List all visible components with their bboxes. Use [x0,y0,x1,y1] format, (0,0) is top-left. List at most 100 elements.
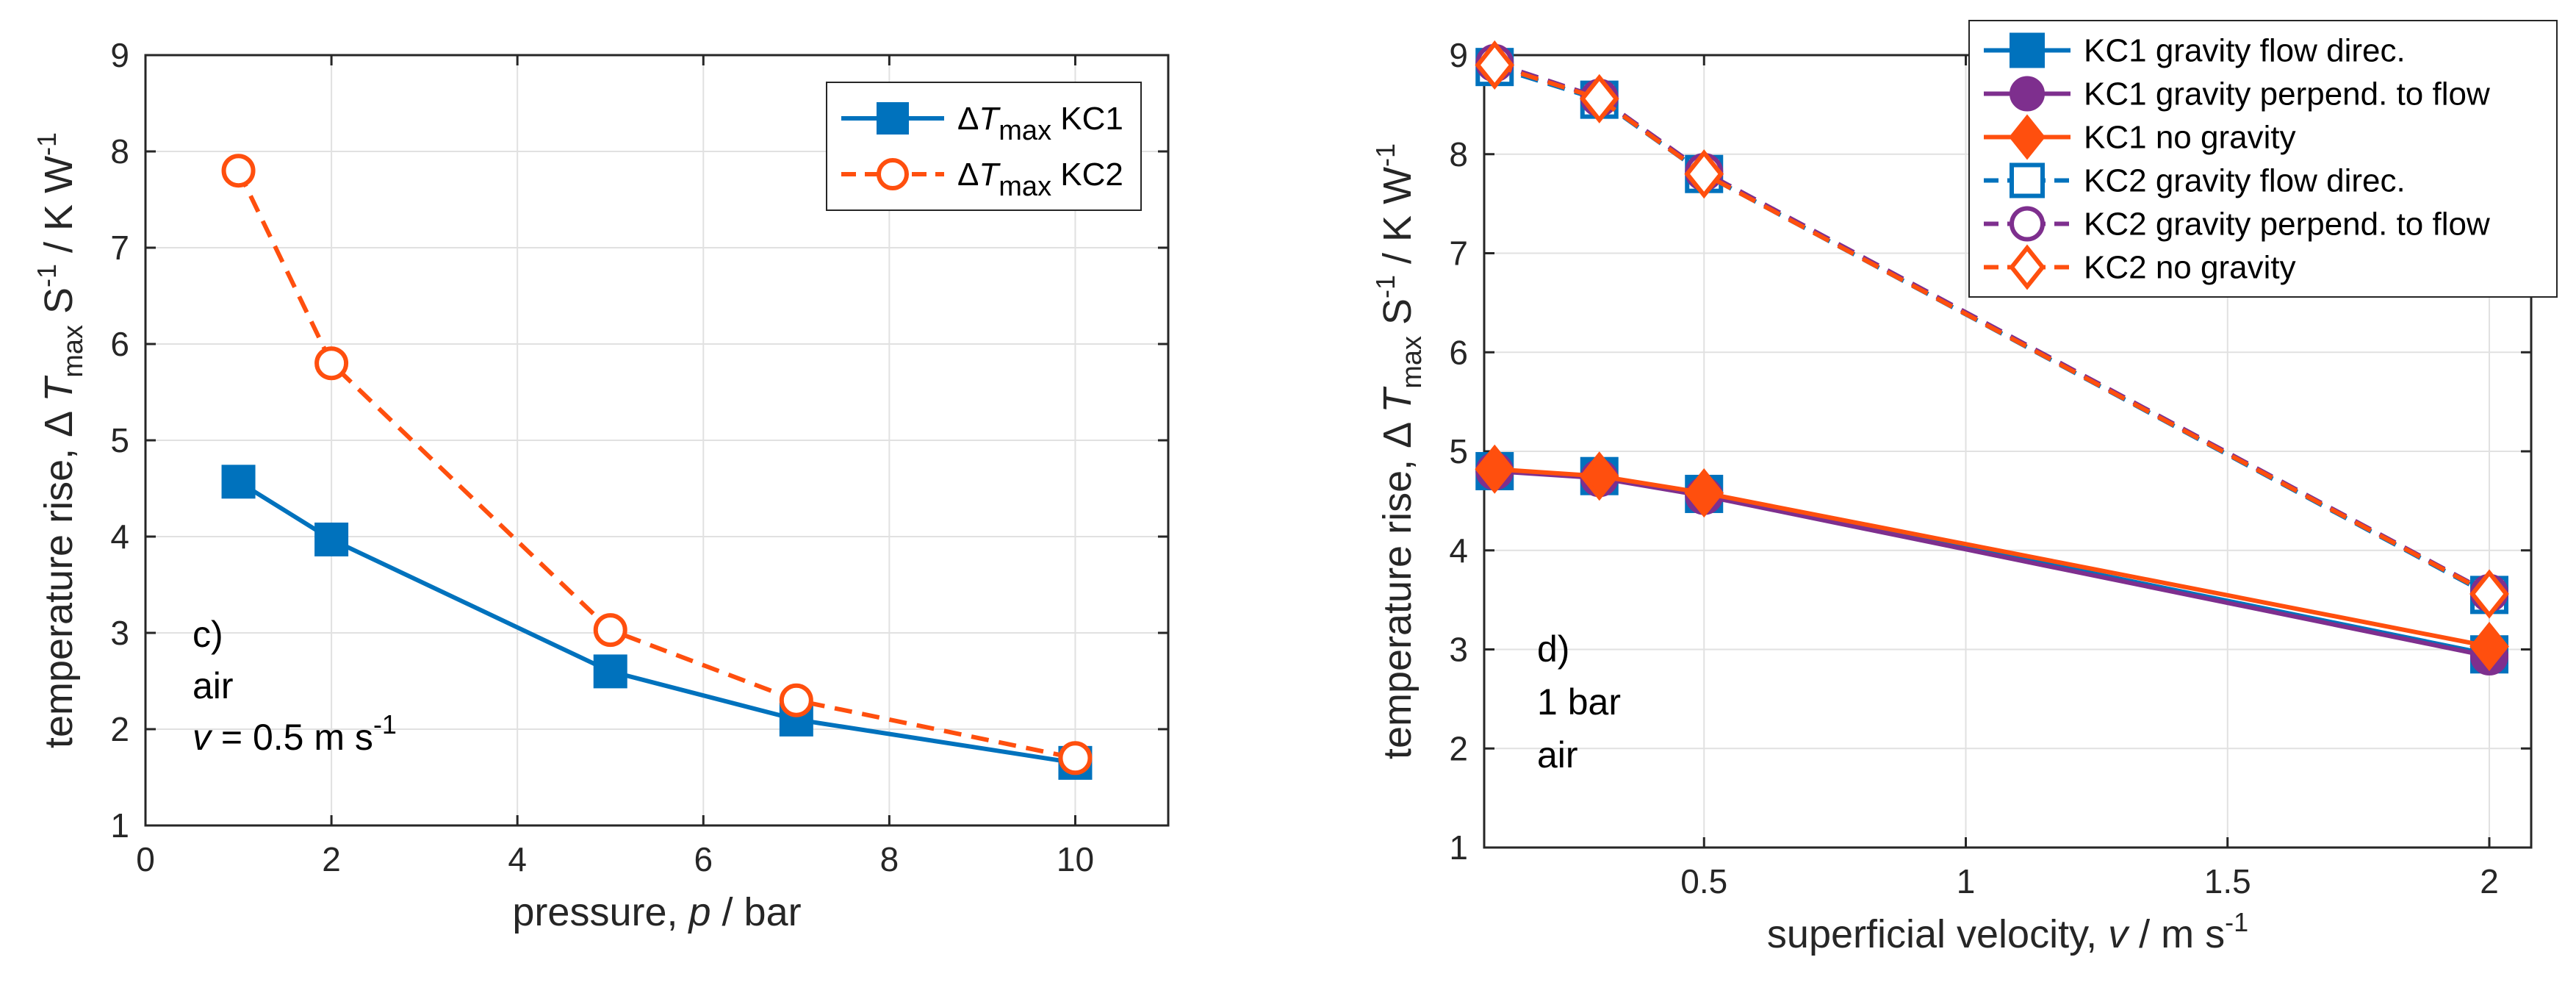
x-tick-label: 6 [694,840,713,878]
legend-label-sub: max [999,115,1051,146]
x-axis-label: pressure, p / bar [512,890,801,934]
legend-label: ΔTmax KC1 [957,101,1123,146]
x-axis-label-sup: -1 [2225,907,2248,937]
data-point [221,465,256,499]
y-tick-label: 3 [1449,631,1468,669]
data-point [1579,74,1619,123]
x-axis-label-text: superficial velocity, [1767,912,2108,956]
legend-marker [2010,206,2045,242]
x-tick-label: 2 [2480,862,2499,900]
data-point [593,654,627,689]
data-point [593,613,627,648]
panel-annotation: air [193,665,234,706]
legend-marker [877,102,909,135]
y-tick-label: 2 [110,710,129,748]
y-tick-label: 4 [1449,531,1468,570]
y-tick-label: 8 [110,132,129,171]
y-axis-label: temperature rise, Δ Tmax S-1 / K W-1 [1370,143,1428,759]
panel-annotation: air [1537,734,1578,775]
x-tick-label: 0.5 [1680,862,1727,900]
y-axis-label-var: T [37,375,81,402]
chart-panel-d: 0.5 1 1.5 2 1 2 3 4 5 6 7 8 9 superficial velocity, v… [1370,20,2558,956]
x-tick-label: 0 [136,840,155,878]
y-axis-label-sup: -1 [32,264,62,287]
legend-label-prefix: Δ [957,101,979,137]
legend-label-var: T [979,101,1001,137]
data-point [314,346,349,381]
data-point [1475,40,1515,90]
x-axis-label: superficial velocity, v / m s-1 [1767,907,2248,956]
data-point [1058,741,1093,775]
y-tick-label: 6 [110,325,129,363]
y-axis-label-text: temperature rise, Δ [1375,413,1420,759]
y-axis-label-sub: max [58,325,89,378]
panel-annotation: c) [193,614,223,655]
y-tick-label: 9 [110,36,129,74]
y-tick-label: 5 [110,421,129,459]
y-tick-label: 1 [1449,828,1468,867]
series-line [1494,467,2490,649]
legend-label: KC1 gravity flow direc. [2084,33,2406,69]
legend-box [1968,20,2558,298]
y-tick-label: 7 [110,229,129,267]
y-tick-label: 8 [1449,135,1468,173]
y-axis-label-text: temperature rise, Δ [37,402,81,748]
legend-label: ΔTmax KC2 [957,157,1123,202]
legend-label: KC2 gravity flow direc. [2084,163,2406,199]
data-point [779,683,813,717]
legend: KC1 gravity flow direc. KC1 gravity perpe… [1968,20,2558,298]
y-tick-label: 3 [110,614,129,652]
legend-label: KC2 no gravity [2084,250,2296,286]
legend-marker [2010,76,2045,112]
y-tick-label: 9 [1449,36,1468,74]
x-axis-label-unit: / bar [711,890,802,934]
y-tick-label: 5 [1449,432,1468,470]
y-axis-label-mid: S [37,287,81,325]
data-point [2469,569,2509,619]
y-tick-label: 7 [1449,234,1468,273]
panel-annotation: v = 0.5 m s-1 [193,709,397,758]
panel-annotation-sup: -1 [373,709,397,739]
x-axis-label-var: p [688,890,711,934]
legend-label-sub: max [999,171,1051,202]
y-tick-label: 6 [1449,333,1468,371]
legend-marker [2010,32,2045,68]
x-tick-label: 8 [880,840,899,878]
y-axis-label-unit: / K W [1375,167,1420,275]
y-tick-label: 1 [110,806,129,845]
legend-marker [877,158,909,190]
data-point [1475,444,1515,494]
x-tick-label: 10 [1057,840,1094,878]
x-tick-label: 1.5 [2204,862,2251,900]
legend-label-prefix: Δ [957,157,979,193]
legend-label-var: T [979,157,1001,193]
data-point [314,522,349,556]
y-axis-label: temperature rise, Δ Tmax S-1 / K W-1 [32,132,89,748]
x-axis-label-text: pressure, [512,890,688,934]
legend-marker [2009,114,2046,160]
x-tick-label: 4 [508,840,527,878]
y-tick-label: 4 [110,517,129,556]
y-axis-label-unit: / K W [37,156,81,264]
panel-annotation: 1 bar [1537,681,1621,723]
y-axis-label-var: T [1375,386,1420,413]
legend-label: KC1 no gravity [2084,120,2296,156]
data-point [1579,451,1619,501]
panel-annotation-text: = 0.5 m s [211,717,373,758]
y-axis-label-sup: -1 [32,132,62,156]
x-tick-label: 1 [1957,862,1976,900]
panel-annotation-var: v [193,717,213,758]
x-axis-label-unit: / m s [2128,912,2225,956]
data-point [1684,468,1724,518]
legend-marker [2009,244,2046,290]
y-axis-label-sub: max [1397,336,1428,389]
legend-label-name: KC1 [1051,101,1123,137]
data-point [2469,621,2509,672]
legend-label: KC2 gravity perpend. to flow [2084,207,2490,243]
y-axis-label-mid: S [1375,298,1420,336]
legend-label-name: KC2 [1051,157,1123,193]
legend-label: KC1 gravity perpend. to flow [2084,76,2490,112]
